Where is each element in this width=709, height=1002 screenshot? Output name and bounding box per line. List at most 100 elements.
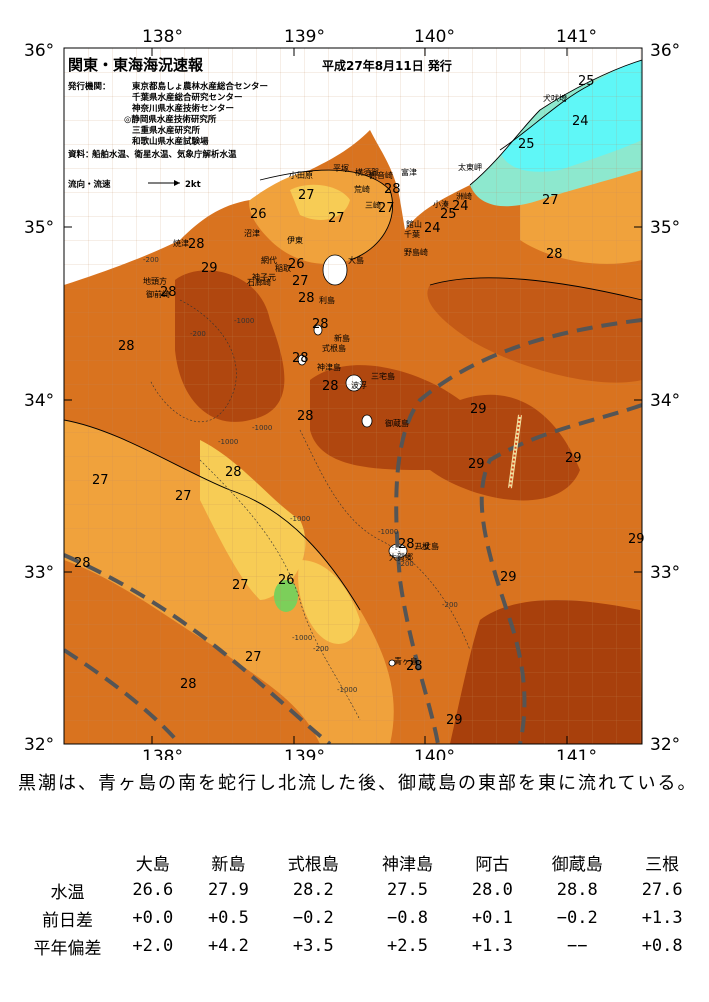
sst-label: 29 — [446, 713, 463, 728]
column-header: 御蔵島 — [551, 854, 603, 875]
lat-label: 32° — [650, 735, 680, 755]
issuer-item: 東京都島しょ農林水産総合センター — [132, 81, 268, 92]
column-header: 新島 — [211, 854, 246, 875]
summary-text: 黒潮は、青ヶ島の南を蛇行し北流した後、御蔵島の東部を東に流れている。 — [18, 773, 698, 794]
table-cell: +4.2 — [207, 936, 249, 956]
place-name: 三宅島 — [371, 371, 395, 381]
table-cell: 28.8 — [556, 880, 598, 900]
lon-label: 138° — [142, 747, 183, 760]
arrow-head-icon — [174, 180, 180, 186]
place-name: 八丈島 — [415, 541, 439, 551]
issuer-item: 神奈川県水産技術センター — [132, 103, 234, 114]
table-cell: +1.3 — [471, 936, 513, 956]
table-cell: +0.8 — [641, 936, 683, 956]
isotherm-lines — [64, 59, 642, 611]
depth-label: -200 — [313, 645, 329, 653]
lat-label: 32° — [24, 735, 54, 755]
sst-label: 26 — [250, 207, 267, 222]
lon-labels-bottom: 138° 139° 140° 141° — [142, 747, 597, 760]
place-name: 神子元 — [252, 272, 276, 282]
lat-label: 35° — [650, 218, 680, 238]
lon-labels-top: 138° 139° 140° 141° — [142, 27, 597, 47]
depth-label: -1000 — [378, 528, 398, 536]
station-temperature-table: 大島 新島 式根島 神津島 阿古 御蔵島 三根 水温 26.6 27.9 28.… — [20, 848, 700, 960]
source-text: 船舶水温、衛星水温、気象庁解析水温 — [92, 149, 237, 160]
table-cell: +3.5 — [292, 936, 334, 956]
lat-labels-left: 36° 35° 34° 33° 32° — [24, 41, 54, 755]
depth-labels: -200-1000-200-1000-1000-1000-200-1000-20… — [143, 256, 458, 694]
sst-label: 27 — [232, 578, 249, 593]
lat-label: 35° — [24, 218, 54, 238]
lon-label: 140° — [414, 747, 455, 760]
sst-label: 28 — [398, 537, 415, 552]
table-cell: 28.0 — [471, 880, 513, 900]
table-cell: 27.6 — [641, 880, 683, 900]
sst-label: 29 — [565, 451, 582, 466]
sst-label: 29 — [201, 261, 218, 276]
sst-label: 28 — [384, 182, 401, 197]
sea-surface-temperature-map: 138° 139° 140° 141° 138° 139° 140° 141° … — [24, 27, 680, 760]
depth-label: -1000 — [290, 515, 310, 523]
sst-label: 28 — [160, 285, 177, 300]
row-label: 前日差 — [42, 910, 93, 931]
place-name: 石廊崎 — [247, 277, 271, 287]
flow-legend-label: 流向・流速 — [68, 179, 111, 190]
place-name: 式根島 — [322, 343, 346, 353]
table-cell: −0.2 — [556, 908, 598, 928]
sst-label: 29 — [628, 532, 645, 547]
place-name: 新島 — [334, 333, 350, 343]
table-row: 水温 26.6 27.9 28.2 27.5 28.0 28.8 27.6 — [20, 876, 700, 904]
place-name: 地頭方 — [143, 276, 167, 286]
column-header: 大島 — [135, 854, 170, 875]
sst-label: 24 — [572, 114, 589, 129]
column-header: 三根 — [645, 854, 680, 875]
tick-marks — [64, 48, 642, 744]
table-header-row: 大島 新島 式根島 神津島 阿古 御蔵島 三根 — [20, 848, 700, 876]
sst-label: 25 — [518, 137, 535, 152]
sst-label: 28 — [118, 339, 135, 354]
lon-label: 139° — [284, 27, 325, 47]
place-name: 網代 — [261, 255, 277, 265]
depth-label: -1000 — [337, 686, 357, 694]
issuer-item: 三重県水産研究所 — [132, 125, 201, 136]
table-cell: 27.9 — [207, 880, 249, 900]
lat-label: 36° — [24, 41, 54, 61]
place-name: 小湊 — [433, 199, 449, 209]
place-name: 伊東 — [287, 235, 303, 245]
table-cell: −0.2 — [292, 908, 334, 928]
temperature-field — [64, 48, 642, 744]
lon-label: 138° — [142, 27, 183, 47]
sst-label: 24 — [452, 199, 469, 214]
place-name: 御蔵島 — [385, 418, 409, 428]
sst-label: 29 — [468, 457, 485, 472]
lon-label: 139° — [284, 747, 325, 760]
table-cell: −0.8 — [387, 908, 428, 928]
lat-label: 33° — [24, 563, 54, 583]
table-row: 前日差 +0.0 +0.5 −0.2 −0.8 +0.1 −0.2 +1.3 — [20, 904, 700, 932]
column-header: 式根島 — [287, 854, 339, 875]
map-header: 関東・東海海況速報 平成27年8月11日 発行 発行機関： 東京都島しょ農林水産… — [67, 56, 452, 190]
sst-label: 28 — [312, 317, 329, 332]
issuer-label: 発行機関： — [67, 81, 111, 92]
column-header: 阿古 — [475, 854, 510, 875]
sst-label: 28 — [298, 291, 315, 306]
place-name: 平塚 — [333, 164, 349, 173]
table-row: 平年偏差 +2.0 +4.2 +3.5 +2.5 +1.3 −− +0.8 — [20, 932, 700, 960]
place-name: 小田原 — [289, 171, 313, 180]
place-name: 焼津 — [173, 238, 189, 248]
row-label: 平年偏差 — [33, 938, 102, 959]
sst-label: 28 — [180, 677, 197, 692]
sst-label: 27 — [92, 473, 109, 488]
lon-label: 141° — [556, 27, 597, 47]
sst-label: 27 — [298, 188, 315, 203]
place-name: 波浮 — [351, 380, 367, 390]
sst-label: 28 — [292, 351, 309, 366]
issuer-item: ◎静岡県水産技術研究所 — [124, 114, 217, 125]
place-name: 大賀郷 — [389, 552, 413, 562]
depth-label: -200 — [190, 330, 206, 338]
table-cell: 26.6 — [132, 880, 174, 900]
depth-contours — [149, 299, 471, 721]
map-grid — [64, 48, 642, 744]
table-cell: +2.0 — [132, 936, 174, 956]
sst-label: 25 — [440, 207, 457, 222]
